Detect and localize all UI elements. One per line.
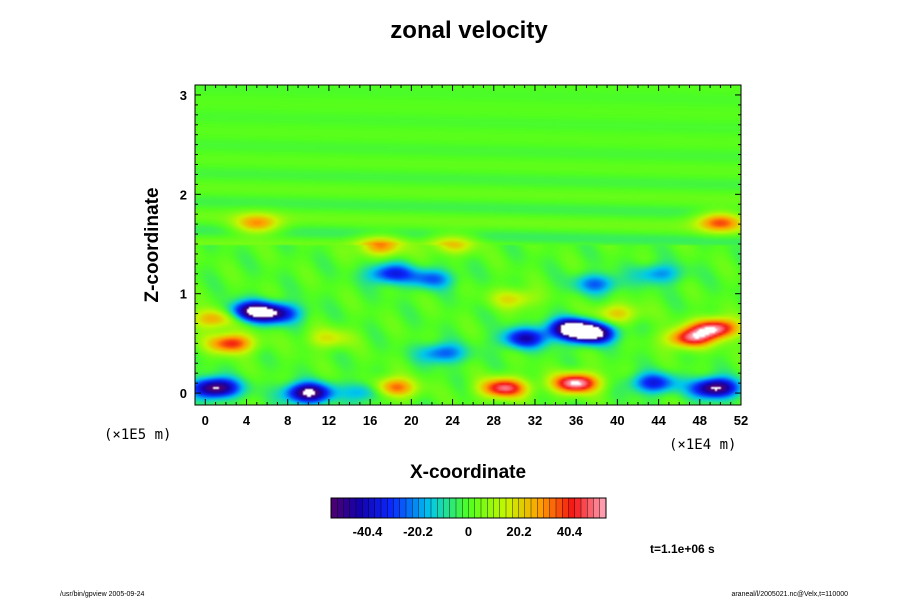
- colorbar-tick-label: 20.2: [506, 524, 531, 539]
- x-tick-label: 32: [528, 413, 542, 428]
- colorbar-tick-label: 40.4: [557, 524, 583, 539]
- chart-title: zonal velocity: [390, 17, 548, 44]
- colorbar-cell: [418, 497, 426, 519]
- colorbar-ticks: -40.4 -20.2 0 20.2 40.4: [353, 524, 583, 539]
- colorbar-cell: [362, 497, 370, 519]
- colorbar-cell: [387, 497, 395, 519]
- colorbar-cell: [343, 497, 351, 519]
- colorbar-cell: [593, 497, 601, 519]
- y-axis-ticks: 0 1 2 3: [180, 88, 741, 401]
- colorbar-cell: [455, 497, 463, 519]
- colorbar-cell: [399, 497, 407, 519]
- colorbar-cell: [543, 497, 551, 519]
- colorbar-cell: [537, 497, 545, 519]
- plot-frame: [194, 84, 742, 406]
- y-tick-label: 1: [180, 287, 187, 302]
- y-axis-label: Z-coordinate: [142, 187, 163, 302]
- colorbar-cell: [368, 497, 376, 519]
- y-tick-label: 3: [180, 88, 187, 103]
- plot-area: [194, 84, 742, 406]
- x-tick-label: 20: [404, 413, 418, 428]
- colorbar-cells: [330, 497, 607, 519]
- x-axis-label: X-coordinate: [410, 462, 526, 483]
- colorbar-cell: [480, 497, 488, 519]
- colorbar-cell: [549, 497, 557, 519]
- x-tick-label: 4: [243, 413, 251, 428]
- colorbar-cell: [499, 497, 507, 519]
- colorbar-cell: [405, 497, 413, 519]
- colorbar-cell: [393, 497, 401, 519]
- x-tick-label: 12: [322, 413, 336, 428]
- x-axis-ticks: 0 4 8 12 16 20 24 28 32 36 40 44 48 52: [194, 85, 748, 428]
- colorbar-cell: [468, 497, 476, 519]
- colorbar-cell: [437, 497, 445, 519]
- colorbar-tick-label: 0: [465, 524, 472, 539]
- colorbar-cell: [449, 497, 457, 519]
- colorbar-cell: [599, 497, 607, 519]
- colorbar-cell: [555, 497, 563, 519]
- colorbar-frame: [330, 497, 607, 519]
- colorbar-cell: [580, 497, 588, 519]
- colorbar-cell: [430, 497, 438, 519]
- colorbar-cell: [524, 497, 532, 519]
- y-scale-note: (×1E4 m): [669, 437, 736, 453]
- colorbar-cell: [493, 497, 501, 519]
- colorbar-cell: [487, 497, 495, 519]
- x-tick-label: 40: [610, 413, 624, 428]
- colorbar-cell: [330, 497, 338, 519]
- colorbar-cell: [443, 497, 451, 519]
- colorbar-cell: [355, 497, 363, 519]
- footer-right: araneal/l/2005021.nc@Velx,t=110000: [731, 591, 848, 598]
- colorbar-cell: [574, 497, 582, 519]
- colorbar-cell: [562, 497, 570, 519]
- colorbar-cell: [512, 497, 520, 519]
- colorbar-cell: [530, 497, 538, 519]
- colorbar-cell: [380, 497, 388, 519]
- x-tick-label: 0: [202, 413, 209, 428]
- x-tick-label: 28: [487, 413, 501, 428]
- colorbar-cell: [462, 497, 470, 519]
- y-tick-label: 2: [180, 187, 187, 202]
- x-tick-label: 36: [569, 413, 583, 428]
- colorbar-tick-label: -20.2: [403, 524, 433, 539]
- time-label: t=1.1e+06 s: [650, 542, 715, 556]
- colorbar-tick-label: -40.4: [353, 524, 383, 539]
- footer-left: /usr/bin/gpview 2005-09-24: [60, 591, 145, 598]
- x-tick-label: 16: [363, 413, 377, 428]
- colorbar-cell: [518, 497, 526, 519]
- colorbar: -40.4 -20.2 0 20.2 40.4: [330, 497, 607, 539]
- x-tick-label: 52: [734, 413, 748, 428]
- colorbar-cell: [412, 497, 420, 519]
- x-tick-label: 8: [284, 413, 291, 428]
- x-tick-label: 44: [651, 413, 666, 428]
- colorbar-cell: [424, 497, 432, 519]
- colorbar-cell: [337, 497, 345, 519]
- colorbar-cell: [587, 497, 595, 519]
- heatmap-field: [195, 85, 741, 405]
- colorbar-cell: [505, 497, 513, 519]
- colorbar-cell: [568, 497, 576, 519]
- y-tick-label: 0: [180, 386, 187, 401]
- colorbar-cell: [374, 497, 382, 519]
- x-scale-note: (×1E5 m): [104, 427, 171, 443]
- colorbar-cell: [474, 497, 482, 519]
- colorbar-cell: [349, 497, 357, 519]
- x-tick-label: 48: [693, 413, 707, 428]
- x-tick-label: 24: [445, 413, 460, 428]
